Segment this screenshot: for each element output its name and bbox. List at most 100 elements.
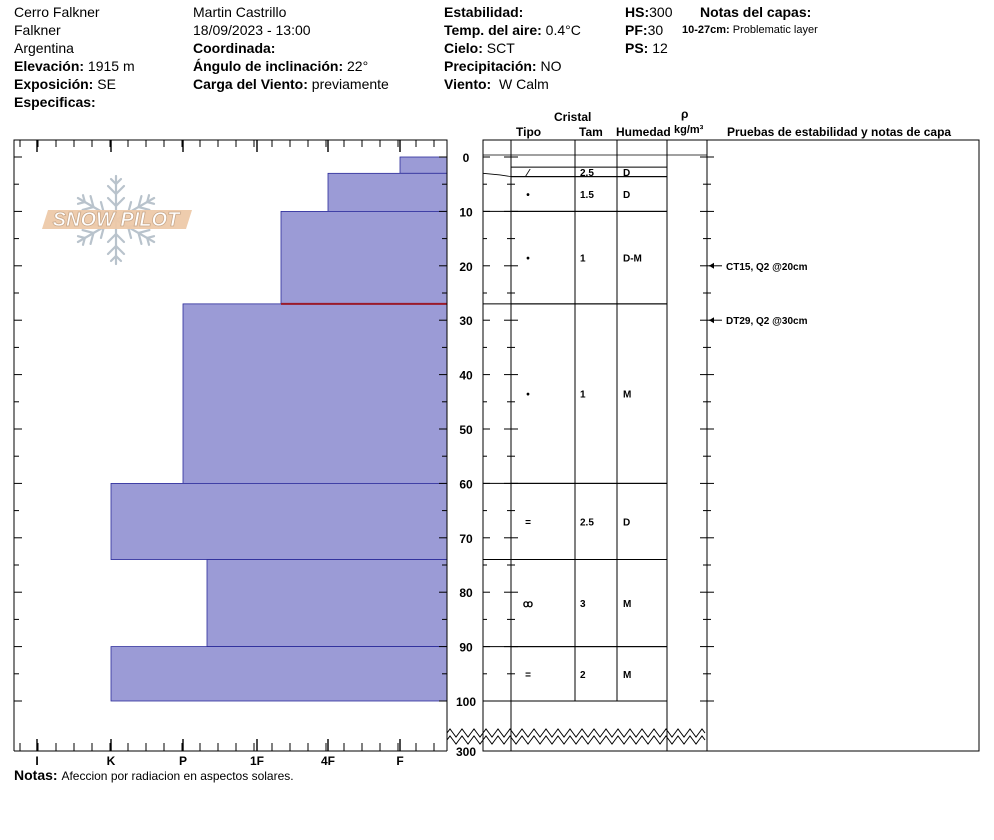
depth-tick-label: 30	[459, 314, 473, 328]
notes-label: Notas:	[14, 767, 58, 783]
crystal-type: •	[526, 190, 530, 201]
hardness-tick-label: P	[179, 754, 187, 768]
hardness-tick-label: F	[396, 754, 403, 768]
depth-tick-label: 80	[459, 586, 473, 600]
crystal-header: Cristal	[554, 110, 592, 124]
crystal-moisture: D	[623, 190, 630, 201]
layer-notes-label: Notas del capas:	[700, 4, 812, 20]
notes-row: Notas: Afeccion por radiacion en aspecto…	[14, 767, 294, 784]
hardness-frame	[13, 139, 448, 751]
crystal-panel-frame	[482, 139, 980, 752]
hs-value: 300	[649, 4, 673, 20]
elevation-row: Elevación: 1915 m	[14, 58, 135, 74]
crystal-type: =	[525, 517, 531, 528]
precip-value: NO	[540, 58, 562, 74]
crystal-moisture: M	[623, 390, 631, 401]
crystal-type: ⁄	[525, 168, 531, 179]
sky-value: SCT	[486, 40, 515, 56]
size-header: Tam	[579, 125, 603, 139]
slope-label: Ángulo de inclinación:	[193, 58, 344, 74]
crystal-moisture: D-M	[623, 254, 642, 265]
sky-label: Cielo:	[444, 40, 483, 56]
crystal-grid	[446, 166, 706, 745]
depth-break-zigzag	[446, 735, 706, 745]
aspect-row: Exposición: SE	[14, 76, 116, 92]
depth-tick-label: 10	[459, 205, 473, 219]
crystal-type: =	[525, 670, 531, 681]
type-header: Tipo	[516, 125, 542, 139]
test-arrow-icon	[709, 262, 714, 269]
precip-label: Precipitación:	[444, 58, 537, 74]
test-label: CT15, Q2 @20cm	[726, 262, 808, 273]
hardness-tick-label: 4F	[321, 754, 335, 768]
slope-row: Ángulo de inclinación: 22°	[193, 58, 368, 74]
coordinate-label: Coordinada:	[193, 40, 276, 56]
chart-frames	[13, 139, 980, 752]
air-temp-value: 0.4°C	[545, 22, 581, 38]
pf-row: PF:30	[625, 22, 663, 38]
ps-label: PS:	[625, 40, 649, 56]
hardness-bars	[110, 156, 448, 702]
crystal-size: 1	[580, 254, 586, 265]
hardness-bar	[110, 646, 448, 702]
pf-value: 30	[647, 22, 664, 38]
crystal-moisture: D	[623, 517, 630, 528]
air-temp-label: Temp. del aire:	[444, 22, 542, 38]
hardness-bar	[110, 482, 448, 560]
hardness-tick-label: 1F	[250, 754, 264, 768]
chart-labels: I K P 1F 4F F 0 10 20 30 40 50 60 70 80 90 100 300 ⁄ 2.5 D • 1…	[35, 151, 807, 768]
wind-load-label: Carga del Viento:	[193, 76, 308, 92]
wind-label: Viento:	[444, 76, 492, 92]
depth-tick-label: 100	[456, 695, 476, 709]
crystal-size: 1	[580, 390, 586, 401]
depth-tick-label: 70	[459, 532, 473, 546]
sub-location: Falkner	[14, 22, 61, 38]
elevation-label: Elevación:	[14, 58, 85, 74]
hardness-tick-label: K	[107, 754, 116, 768]
aspect-label: Exposición:	[14, 76, 94, 92]
precip-row: Precipitación: NO	[444, 58, 561, 74]
ps-row: PS: 12	[625, 40, 668, 56]
hardness-bar	[182, 303, 448, 484]
depth-tick-label: 60	[459, 477, 473, 491]
stability-test: DT29, Q2 @30cm	[709, 316, 808, 327]
stability-test: CT15, Q2 @20cm	[709, 262, 808, 273]
layer-note: 10-27cm: Problematic layer	[682, 24, 818, 37]
hardness-bar	[206, 559, 448, 647]
specifics-label: Especificas:	[14, 94, 96, 110]
crystal-size: 2	[580, 670, 586, 681]
stability-label: Estabilidad:	[444, 4, 524, 20]
wind-row: Viento: W Calm	[444, 76, 549, 92]
layer-note-range: 10-27cm:	[682, 24, 730, 36]
depth-tick-label: 40	[459, 369, 473, 383]
observation-datetime: 18/09/2023 - 13:00	[193, 22, 311, 38]
hardness-tick-label: I	[35, 754, 38, 768]
hs-label: HS:	[625, 4, 650, 20]
crystal-size: 3	[580, 599, 586, 610]
depth-tick-label: 0	[463, 151, 470, 165]
sky-row: Cielo: SCT	[444, 40, 515, 56]
ps-value: 12	[652, 40, 668, 56]
crystal-moisture: M	[623, 670, 631, 681]
pf-label: PF:	[625, 22, 648, 38]
density-header: kg/m³	[674, 124, 704, 136]
depth-break-zigzag	[446, 728, 706, 738]
crystal-type: •	[526, 254, 530, 265]
depth-tick-label: 20	[459, 260, 473, 274]
hs-row: HS:300	[625, 4, 672, 20]
layer-connector	[482, 172, 512, 177]
aspect-value: SE	[97, 76, 116, 92]
test-label: DT29, Q2 @30cm	[726, 316, 808, 327]
test-arrow-icon	[709, 317, 714, 324]
country: Argentina	[14, 40, 74, 56]
crystal-type: ꝏ	[523, 599, 533, 610]
hardness-bar	[280, 210, 448, 305]
slope-value: 22°	[347, 58, 369, 74]
depth-tick-label: 50	[459, 423, 473, 437]
crystal-moisture: M	[623, 599, 631, 610]
elevation-value: 1915 m	[87, 58, 135, 74]
snowpilot-logo: SNOW PILOT	[38, 172, 194, 268]
svg-text:SNOW PILOT: SNOW PILOT	[53, 209, 181, 231]
moisture-header: Humedad	[616, 125, 671, 139]
